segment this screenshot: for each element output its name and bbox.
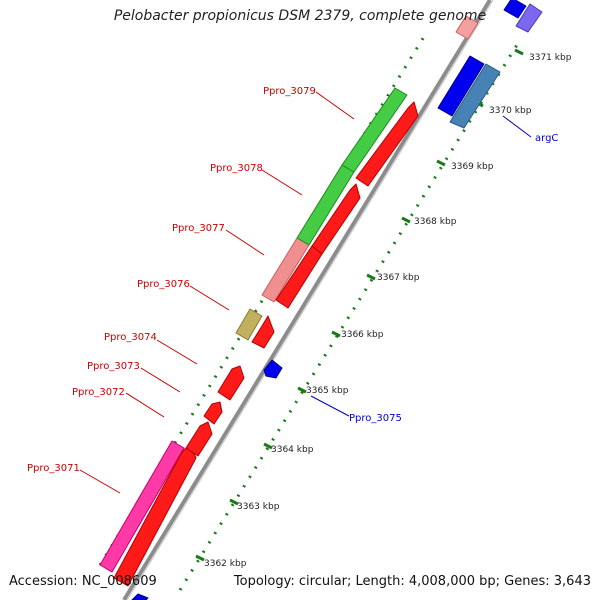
scale-label: 3366 kbp [341,330,384,340]
gene-red-8 [355,101,419,187]
gene-ppro-3072 [185,421,213,457]
gene-label: Ppro_3072 [72,387,125,398]
major-ticks [195,48,524,562]
scale-label: 3367 kbp [377,273,420,283]
gene-ppro-3073 [203,401,223,425]
gene-label: Ppro_3077 [172,223,225,234]
gene-blue-top [503,0,527,19]
gene-label: Ppro_3074 [104,332,157,343]
genome-backbone-highlight [126,0,494,600]
gene-labels: Ppro_3071 Ppro_3072 Ppro_3073 Ppro_3074 … [27,86,558,474]
gene-top-pink [455,15,479,40]
gene-blue-bottom [131,593,149,600]
gene-label: Ppro_3071 [27,463,80,474]
scale-label: 3364 kbp [271,445,314,455]
gene-label: Ppro_3075 [349,413,402,424]
gene-label: Ppro_3076 [137,279,190,290]
scale-label: 3371 kbp [529,53,572,63]
scale-label: 3369 kbp [451,162,494,172]
gene-ppro-3074 [217,365,245,401]
gene-ppro-3076 [235,308,263,341]
gene-red-7 [311,183,361,255]
map-title: Pelobacter propionicus DSM 2379, complet… [113,8,487,24]
genome-backbone [122,0,492,600]
scale-label: 3363 kbp [237,502,280,512]
topology-summary: Topology: circular; Length: 4,008,000 bp… [233,574,591,589]
inner-strand-features [131,0,543,600]
gene-ppro-3071 [99,440,185,573]
gene-ppro-3075 [263,359,283,379]
gene-purple-top [515,3,543,33]
gene-blue-1 [437,55,485,117]
scale-labels: 3362 kbp 3363 kbp 3364 kbp 3365 kbp 3366… [204,53,572,569]
gene-red-5 [251,315,275,349]
accession-label: Accession: NC_008609 [9,574,157,589]
gene-ppro-3079 [341,87,408,173]
scale-label: 3362 kbp [204,559,247,569]
scale-label: 3370 kbp [489,106,532,116]
gene-red-1 [113,443,197,587]
scale-label: 3365 kbp [306,386,349,396]
gene-label: Ppro_3079 [263,86,316,97]
red-features [113,101,419,587]
gene-argc [449,63,501,129]
gene-label: argC [535,133,558,144]
scale-label: 3368 kbp [414,217,457,227]
inner-tick-track [178,39,522,591]
outer-strand-features [99,15,479,573]
gene-label: Ppro_3078 [210,163,263,174]
gene-label: Ppro_3073 [87,361,140,372]
leader-lines [79,91,532,494]
